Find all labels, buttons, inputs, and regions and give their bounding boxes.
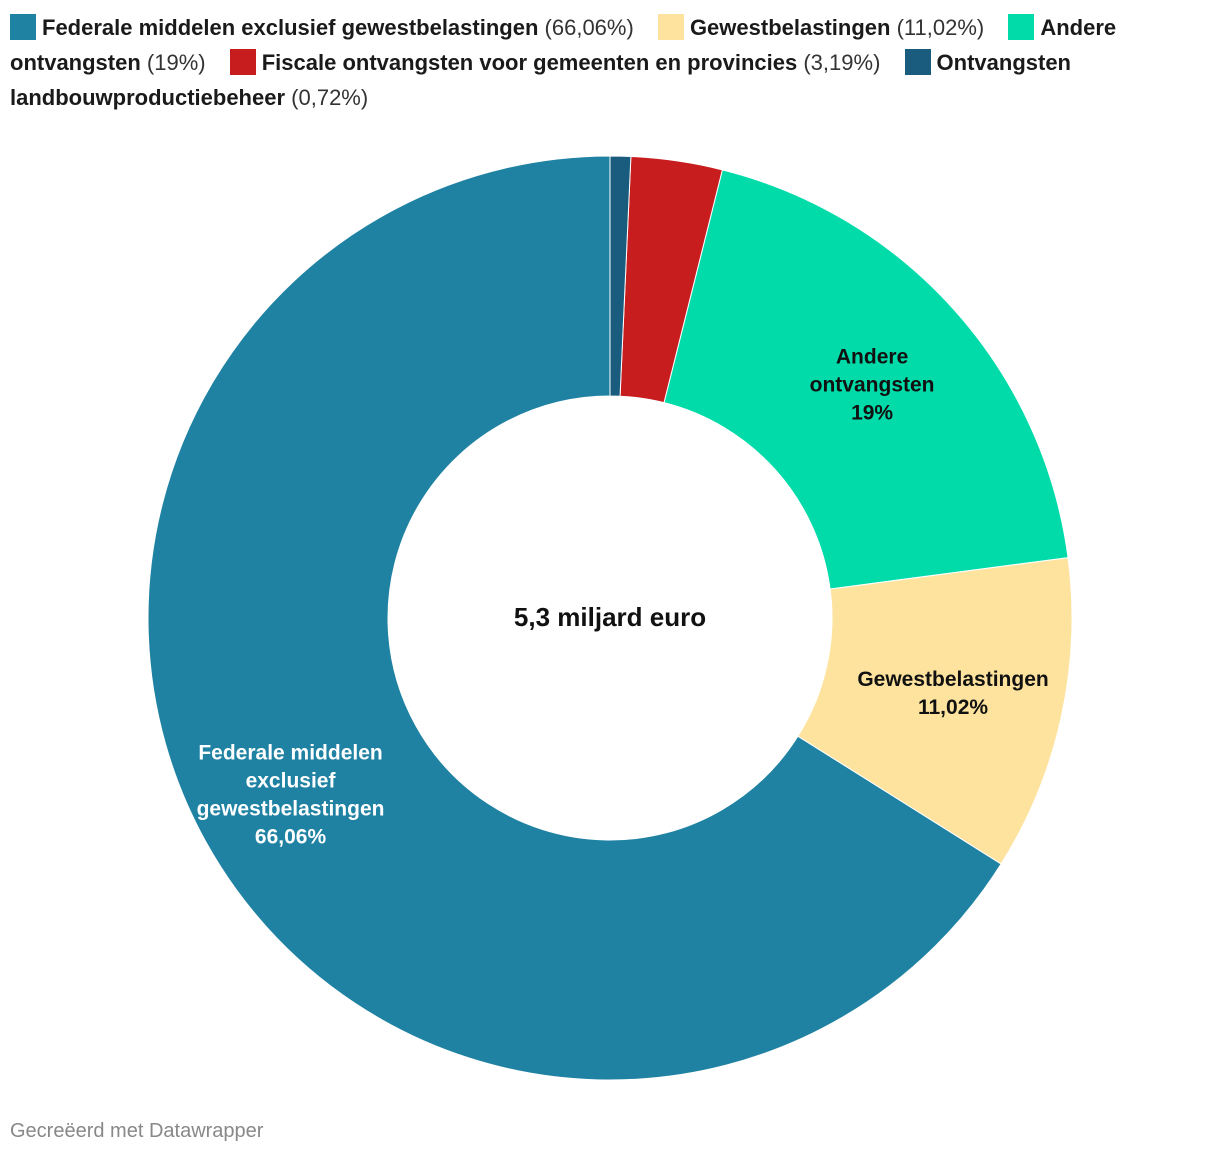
slice-label-line: exclusief xyxy=(246,769,337,792)
legend-swatch-gewestbelastingen xyxy=(657,14,684,40)
slice-gewestbelastingen xyxy=(797,557,1073,865)
slice-label-line: ontvangsten xyxy=(810,373,935,396)
legend-swatch-landbouwproductiebeheer xyxy=(904,49,931,75)
chart-legend: Federale middelen exclusief gewestbelast… xyxy=(10,10,1200,115)
slice-label-line: gewestbelastingen xyxy=(197,797,385,820)
legend-item-andere-ontvangsten: Andere ontvangsten (19%) xyxy=(10,14,1117,75)
legend-item-federale-middelen: Federale middelen exclusief gewestbelast… xyxy=(10,14,634,40)
slice-label-federale-middelen-exclusief-gewestbelastingen: Federale middelen exclusief gewestbelastin… xyxy=(197,741,385,848)
slice-label-line: Gewestbelastingen xyxy=(857,668,1048,691)
legend-swatch-federale-middelen xyxy=(10,14,36,40)
legend-pct-gewestbelastingen: (11,02%) xyxy=(896,15,985,40)
legend-pct-federale-middelen: (66,06%) xyxy=(544,15,634,40)
legend-item-gewestbelastingen: Gewestbelastingen (11,02%) xyxy=(657,14,985,40)
slice-federale-middelen-exclusief-gewestbelastingen xyxy=(147,155,1002,1081)
legend-pct-andere-ontvangsten: (19%) xyxy=(146,50,206,75)
legend-name-fiscale-ontvangsten: Fiscale ontvangsten voor gemeenten en pr… xyxy=(261,50,798,75)
footer-credit: Gecreëerd met Datawrapper xyxy=(10,1120,264,1142)
legend-item-fiscale-ontvangsten: Fiscale ontvangsten voor gemeenten en pr… xyxy=(229,49,881,75)
slice-andere-ontvangsten xyxy=(663,169,1069,590)
legend-name-andere-ontvangsten: Andere ontvangsten xyxy=(10,15,1117,75)
legend-swatch-fiscale-ontvangsten xyxy=(229,49,256,75)
slice-label-line: Andere xyxy=(836,345,908,368)
slice-ontvangsten-landbouwproductiebeheer xyxy=(609,155,632,397)
slice-label-line: 11,02% xyxy=(918,696,988,719)
slice-label-line: Federale middelen xyxy=(198,741,382,764)
slice-labels: Federale middelen exclusief gewestbelastin… xyxy=(197,345,1049,848)
legend-item-landbouwproductiebeheer: Ontvangsten landbouwproductiebeheer (0,7… xyxy=(10,49,1071,110)
legend-name-federale-middelen: Federale middelen exclusief gewestbelast… xyxy=(42,15,539,40)
legend-name-gewestbelastingen: Gewestbelastingen xyxy=(689,15,891,40)
legend-name-landbouwproductiebeheer: Ontvangsten landbouwproductiebeheer xyxy=(10,50,1071,110)
donut-center-label: 5,3 miljard euro xyxy=(514,602,706,632)
legend-swatch-andere-ontvangsten xyxy=(1008,14,1035,40)
donut-slices xyxy=(147,155,1073,1081)
slice-label-line: 66,06% xyxy=(255,825,327,848)
slice-label-gewestbelastingen: Gewestbelastingen 11,02% xyxy=(857,668,1048,719)
slice-label-andere-ontvangsten: Andere ontvangsten 19% xyxy=(810,345,935,424)
slice-label-line: 19% xyxy=(851,401,893,424)
legend-pct-fiscale-ontvangsten: (3,19%) xyxy=(803,50,881,75)
legend-pct-landbouwproductiebeheer: (0,72%) xyxy=(291,85,369,110)
